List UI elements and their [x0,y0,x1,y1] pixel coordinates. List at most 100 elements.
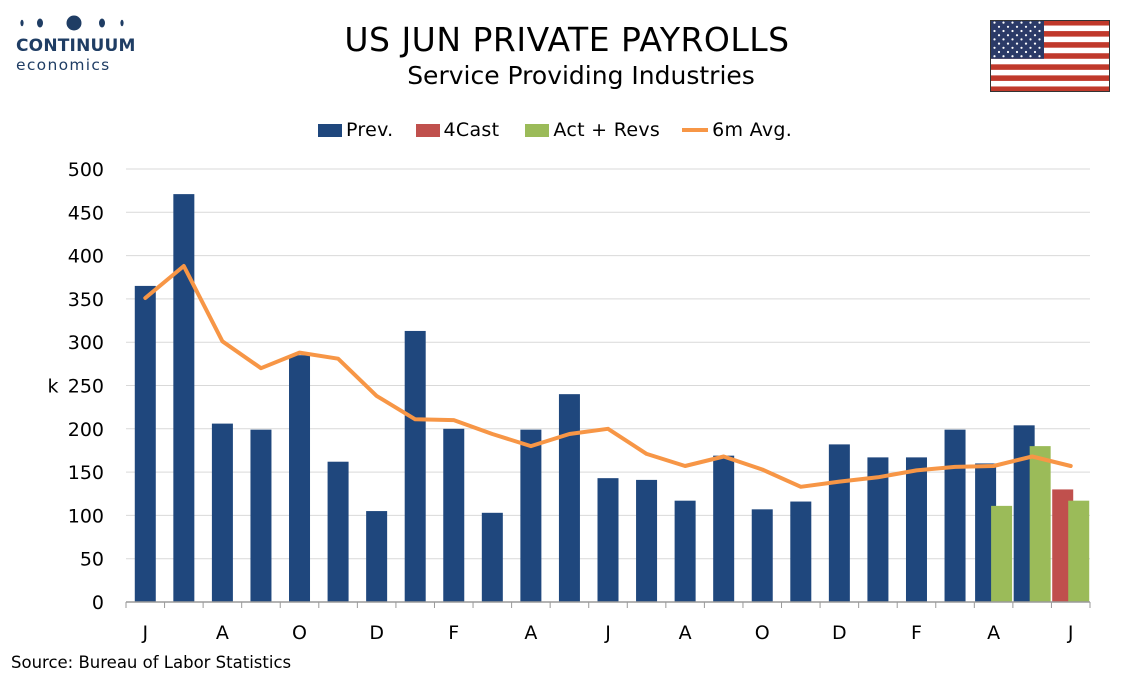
legend-label-act-revs: Act + Revs [553,119,661,141]
flag-star [1002,38,1005,41]
bar-prev [790,501,812,602]
us-flag-icon [990,20,1110,92]
flag-star [1015,42,1019,45]
y-tick-label: 150 [68,462,104,484]
flag-star [1029,46,1032,49]
flag-star [993,21,996,24]
bar-prev [366,511,388,602]
flag-star [1020,38,1023,41]
series-line-6m-avg [143,264,1073,489]
flag-star [1033,50,1037,54]
x-tick-label: J [1067,622,1074,644]
x-tick-label: O [292,622,307,644]
bar-4cast [1052,489,1074,602]
flag-star [1006,25,1010,28]
bar-act-revs [991,505,1013,602]
bar-prev [404,330,426,602]
legend-swatch-6m-avg [682,128,709,132]
legend-item-prev: Prev. [318,119,394,141]
bar-prev [867,457,889,602]
legend-swatch-4cast [415,123,440,137]
flag-star [1029,29,1032,33]
bar-prev [1013,425,1035,602]
bar-prev [751,509,773,602]
y-tick-label: 450 [68,202,104,224]
bar-act-revs [1068,500,1090,602]
x-tick-label: J [604,622,611,644]
x-tick-label: J [141,622,148,644]
bar-prev [905,457,927,602]
legend-swatch-act-revs [525,123,550,137]
flag-star [1011,21,1014,24]
bar-prev [636,479,658,602]
flag-star [1024,25,1028,28]
y-tick-label: 350 [68,289,104,311]
bar-prev [289,355,311,602]
x-tick-label: A [524,622,537,644]
flag-star [1033,34,1037,37]
source-note: Source: Bureau of Labor Statistics [11,653,292,672]
y-axis-label: k [47,376,58,398]
legend-swatch-prev [318,123,342,137]
bar-prev [558,394,580,602]
y-tick-label: 300 [68,332,104,354]
flag-star [1038,55,1041,58]
flag-star [1006,42,1010,45]
x-tick-label: D [832,622,847,644]
bar-prev [713,455,735,602]
logo-wordmark: CONTINUUM [16,36,136,56]
bar-prev [211,423,233,602]
flag-star [1015,25,1019,28]
y-tick-label: 50 [80,549,104,571]
flag-star [1002,21,1005,24]
flag-star [1033,25,1037,28]
flag-star [1020,21,1023,24]
flag-star [1038,29,1041,33]
y-tick-label: 0 [92,592,104,614]
flag-star [1011,38,1014,41]
logo-dots-icon [20,15,124,31]
flag-star [1002,29,1005,33]
flag-star [1015,50,1019,54]
bar-prev [327,461,349,602]
bar-prev [250,429,272,602]
flag-star [993,46,996,49]
legend-item-4cast: 4Cast [415,119,500,141]
flag-star [993,29,996,33]
x-tick-label: F [448,622,459,644]
flag-star [1024,34,1028,37]
y-tick-label: 250 [68,376,104,398]
bar-prev [134,285,156,602]
bar-prev [443,428,465,602]
flag-star [993,55,996,58]
y-tick-label: 200 [68,419,104,441]
x-tick-label: A [679,622,692,644]
flag-star [997,42,1001,45]
bar-prev [674,500,696,602]
flag-star [997,50,1001,54]
flag-star [1011,55,1014,58]
flag-star [1002,55,1005,58]
bar-act-revs [1029,446,1051,602]
flag-star [1033,42,1037,45]
flag-star [1024,50,1028,54]
bar-prev [944,429,966,602]
flag-star [997,25,1001,28]
chart-title: US JUN PRIVATE PAYROLLS [344,20,790,59]
x-tick-label: A [987,622,1000,644]
flag-star [1020,55,1023,58]
bar-prev [520,429,542,602]
flag-star [1038,38,1041,41]
flag-star [1006,34,1010,37]
bar-prev [975,463,997,602]
flag-star [1024,42,1028,45]
x-tick-label: A [216,622,229,644]
flag-star [1015,34,1019,37]
flag-star [997,34,1001,37]
logo-tagline: economics [16,56,111,74]
x-tick-label: D [369,622,384,644]
bar-prev [828,444,850,602]
legend-label-prev: Prev. [346,119,394,141]
x-tick-label: F [911,622,922,644]
